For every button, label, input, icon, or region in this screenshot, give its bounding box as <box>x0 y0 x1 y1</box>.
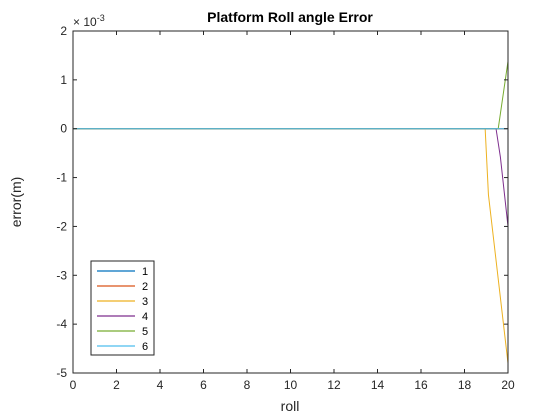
chart-title: Platform Roll angle Error <box>207 9 373 25</box>
y-exponent-power: -3 <box>97 13 105 23</box>
x-tick-label: 16 <box>414 378 428 392</box>
legend-label-2: 2 <box>142 281 148 293</box>
y-axis-label: error(m) <box>8 177 24 228</box>
legend-label-4: 4 <box>142 311 148 323</box>
x-axis-label: roll <box>281 398 300 414</box>
x-tick-label: 2 <box>113 378 120 392</box>
x-tick-label: 14 <box>371 378 385 392</box>
legend-label-6: 6 <box>142 341 148 353</box>
x-tick-label: 18 <box>458 378 472 392</box>
x-tick-label: 10 <box>284 378 298 392</box>
y-tick-label: -3 <box>56 268 67 282</box>
y-exponent-base: × 10 <box>73 15 97 29</box>
x-tick-label: 6 <box>200 378 207 392</box>
legend-label-1: 1 <box>142 266 148 278</box>
legend-label-5: 5 <box>142 326 148 338</box>
y-tick-label: -5 <box>56 366 67 380</box>
x-tick-label: 8 <box>244 378 251 392</box>
y-tick-label: -2 <box>56 219 67 233</box>
x-tick-label: 4 <box>157 378 164 392</box>
y-tick-label: -4 <box>56 317 67 331</box>
legend-label-3: 3 <box>142 296 148 308</box>
x-tick-label: 20 <box>501 378 515 392</box>
y-tick-label: 2 <box>60 24 67 38</box>
y-tick-label: 0 <box>60 122 67 136</box>
y-tick-label: -1 <box>56 171 67 185</box>
y-tick-label: 1 <box>60 73 67 87</box>
x-tick-label: 0 <box>70 378 77 392</box>
x-tick-label: 12 <box>327 378 341 392</box>
y-exponent-label: × 10-3 <box>73 13 105 29</box>
legend: 1 2 3 4 5 6 <box>91 261 154 355</box>
